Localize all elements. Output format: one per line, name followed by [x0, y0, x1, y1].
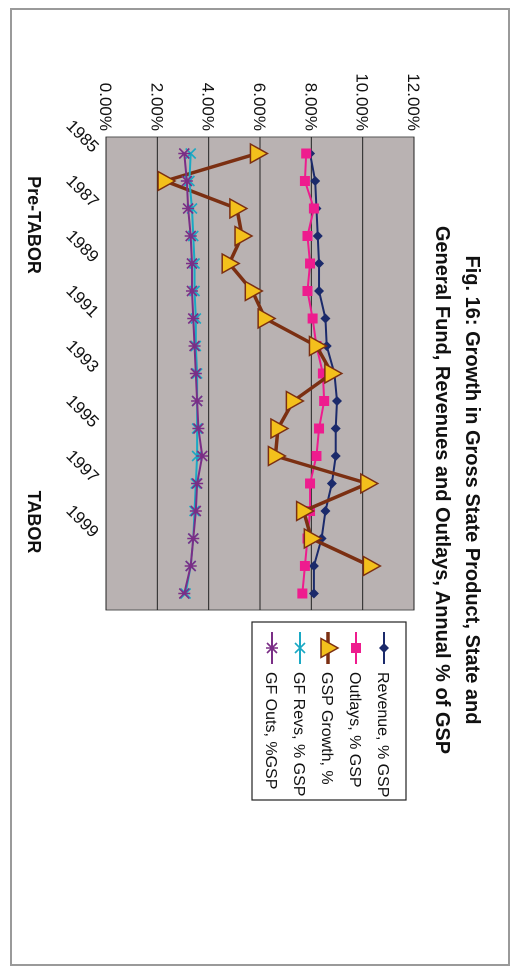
y-tick-label: 12.00%: [404, 73, 423, 131]
data-point: [182, 202, 195, 215]
data-point: [257, 307, 277, 330]
legend-marker: [294, 642, 306, 654]
legend-item: GF Revs, % GSP: [290, 632, 307, 796]
legend-label: Revenue, % GSP: [374, 672, 391, 797]
x-tick-label: 1991: [62, 281, 102, 321]
data-point: [308, 203, 319, 214]
legend-label: Outlays, % GSP: [346, 672, 363, 788]
data-point: [244, 280, 264, 302]
y-tick-label: 6.00%: [250, 83, 269, 131]
data-point: [326, 478, 337, 489]
legend-item: GSP Growth, %: [318, 632, 340, 785]
y-tick-label: 4.00%: [199, 83, 218, 131]
series-2: [157, 142, 382, 577]
x-tick-label: 1999: [62, 501, 102, 541]
y-tick-label: 10.00%: [353, 73, 372, 131]
data-point: [332, 396, 342, 406]
data-point: [308, 588, 319, 599]
data-point: [303, 527, 323, 550]
legend-item: GF Outs, %GSP: [262, 632, 279, 789]
data-point: [188, 340, 201, 352]
legend-item: Revenue, % GSP: [374, 632, 391, 797]
data-point: [180, 175, 193, 187]
data-point: [299, 176, 310, 186]
data-point: [189, 367, 202, 380]
data-point: [270, 417, 290, 440]
legend-box: [251, 621, 407, 801]
data-point: [314, 423, 325, 434]
data-point: [184, 560, 197, 572]
chart-title-line-2: General Fund, Revenues and Outlays, Annu…: [431, 226, 453, 754]
data-point: [185, 257, 198, 270]
data-point: [187, 532, 200, 545]
data-point: [178, 587, 191, 600]
series-line: [163, 151, 372, 568]
data-point: [299, 561, 310, 571]
legend-label: GF Revs, % GSP: [290, 672, 307, 796]
data-point: [267, 445, 287, 467]
era-label-tabor: TABOR: [24, 491, 44, 554]
legend-label: GSP Growth, %: [318, 672, 335, 785]
data-point: [301, 148, 312, 159]
data-point: [308, 561, 319, 571]
y-tick-label: 2.00%: [147, 83, 166, 131]
y-tick-label: 8.00%: [301, 83, 320, 131]
x-tick-label: 1987: [62, 171, 102, 211]
data-point: [187, 312, 200, 325]
data-point: [319, 396, 330, 406]
data-point: [312, 231, 323, 241]
data-point: [191, 395, 204, 407]
chart-title: Fig. 16: Growth in Gross State Product, …: [431, 226, 483, 754]
data-point: [302, 231, 313, 241]
chart-title-line-1: Fig. 16: Growth in Gross State Product, …: [461, 256, 483, 725]
data-point: [305, 478, 316, 489]
data-point: [297, 588, 308, 599]
data-point: [184, 230, 197, 242]
legend-marker: [379, 643, 389, 653]
data-point: [285, 390, 305, 412]
gridlines: [105, 137, 415, 610]
data-point: [189, 505, 202, 517]
data-point: [157, 170, 177, 192]
legend-label: GF Outs, %GSP: [262, 672, 279, 789]
y-tick-label: 0.00%: [96, 83, 115, 131]
data-point: [295, 500, 316, 522]
legend-marker: [266, 642, 278, 654]
data-point: [324, 362, 344, 385]
era-label-pre-tabor: Pre-TABOR: [24, 176, 44, 274]
y-axis-ticks: 0.00% 2.00% 4.00% 6.00% 8.00% 10.00% 12.00%: [96, 73, 423, 131]
data-point: [192, 422, 205, 435]
data-point: [234, 225, 254, 247]
data-point: [191, 477, 204, 490]
legend-item: Outlays, % GSP: [346, 632, 363, 788]
data-point: [305, 258, 316, 269]
data-point: [178, 147, 191, 160]
legend-marker: [351, 643, 361, 653]
chart: Fig. 16: Growth in Gross State Product, …: [24, 73, 483, 801]
legend: Revenue, % GSP Outlays, % GSP GSP Growth, …: [251, 621, 407, 801]
data-point: [302, 286, 313, 296]
data-point: [221, 252, 241, 275]
data-point: [362, 555, 382, 577]
x-tick-label: 1989: [62, 226, 102, 266]
series-4: [178, 147, 209, 600]
legend-marker: [320, 637, 340, 659]
data-point: [185, 285, 198, 297]
data-point: [308, 335, 329, 357]
data-point: [196, 450, 209, 462]
x-tick-label: 1995: [62, 391, 102, 431]
data-point: [307, 313, 318, 324]
figure-panel: Fig. 16: Growth in Gross State Product, …: [10, 8, 510, 966]
data-point: [360, 472, 380, 495]
x-tick-label: 1997: [62, 446, 102, 486]
x-tick-label: 1993: [62, 336, 102, 376]
data-point: [311, 451, 322, 461]
data-point: [229, 197, 249, 220]
data-point: [249, 142, 269, 165]
